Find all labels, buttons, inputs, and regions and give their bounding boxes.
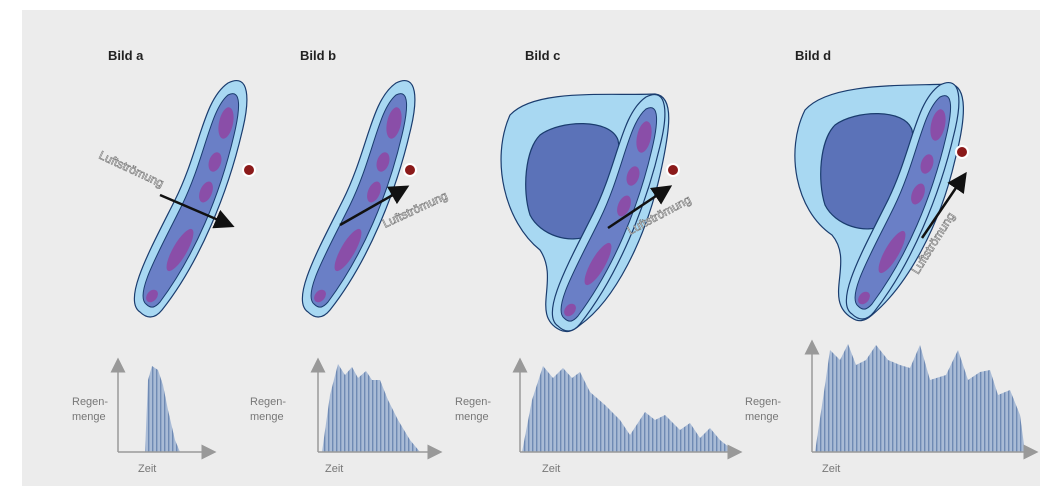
y-label: Regen- [72, 396, 108, 408]
rain-histogram [815, 344, 1025, 452]
y-label: Regen- [250, 396, 286, 408]
location-dot [955, 145, 969, 159]
location-dot [666, 163, 680, 177]
panel-d: Bild d Luftströmung Regen- menge Zeit [745, 48, 1039, 475]
y-label: menge [72, 411, 106, 423]
x-label: Zeit [138, 463, 156, 475]
panel-title: Bild b [300, 48, 336, 63]
x-label: Zeit [542, 463, 560, 475]
wind-arrow [159, 193, 235, 229]
location-dot [403, 163, 417, 177]
y-label: menge [250, 411, 284, 423]
wind-arrow [607, 185, 673, 230]
x-label: Zeit [822, 463, 840, 475]
rain-histogram [322, 364, 420, 452]
rain-histogram [145, 366, 180, 452]
panel-title: Bild d [795, 48, 831, 63]
y-label: Regen- [745, 396, 781, 408]
location-dot [242, 163, 256, 177]
rain-histogram [522, 366, 735, 452]
y-label: Regen- [455, 396, 491, 408]
y-label: menge [455, 411, 489, 423]
wind-arrow [339, 185, 410, 227]
panel-title: Bild a [108, 48, 144, 63]
x-label: Zeit [325, 463, 343, 475]
panel-title: Bild c [525, 48, 560, 63]
wind-arrow [920, 171, 967, 239]
y-label: menge [745, 411, 779, 423]
